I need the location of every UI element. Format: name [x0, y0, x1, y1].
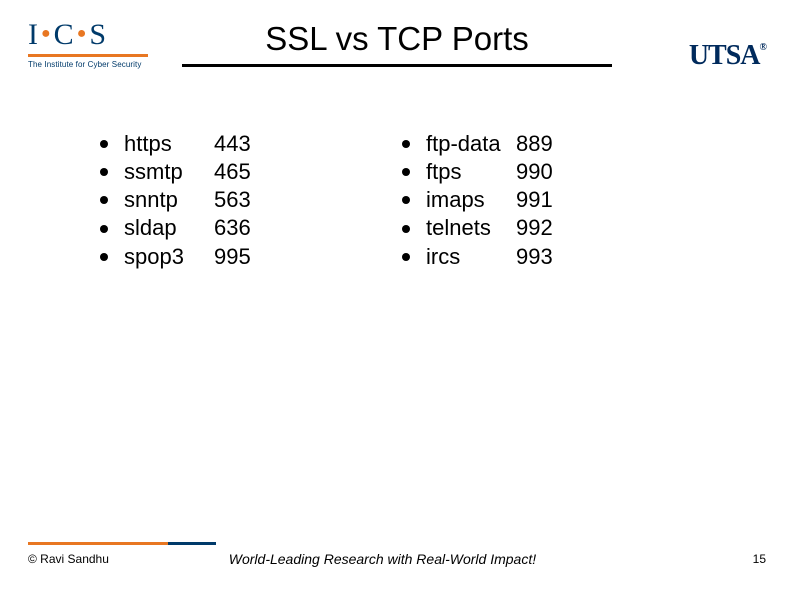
bullet-icon	[100, 225, 108, 233]
port-number: 991	[516, 186, 576, 214]
ics-letter-s: S	[89, 18, 107, 51]
slide-footer: © Ravi Sandhu World-Leading Research wit…	[0, 542, 794, 567]
footer-rule	[28, 542, 766, 545]
utsa-logo: UTSA®	[636, 18, 766, 72]
ics-letter-c: C	[54, 18, 75, 51]
trademark-icon: ®	[760, 42, 766, 53]
footer-line: © Ravi Sandhu World-Leading Research wit…	[28, 551, 766, 567]
protocol-name: ircs	[426, 243, 516, 271]
protocol-name: ftp-data	[426, 130, 516, 158]
port-number: 992	[516, 214, 576, 242]
right-column: ftp-data889ftps990imaps991telnets992ircs…	[402, 130, 704, 271]
protocol-name: ssmtp	[124, 158, 214, 186]
protocol-name: snntp	[124, 186, 214, 214]
protocol-name: ftps	[426, 158, 516, 186]
slide-content: https443ssmtp465snntp563sldap636spop3995…	[0, 130, 794, 271]
footer-rule-orange	[28, 542, 168, 545]
ics-dot-icon: ●	[39, 25, 54, 42]
port-number: 995	[214, 243, 274, 271]
list-item: ssmtp465	[100, 158, 402, 186]
list-item: sldap636	[100, 214, 402, 242]
port-number: 465	[214, 158, 274, 186]
title-underline	[182, 64, 612, 67]
bullet-icon	[402, 253, 410, 261]
port-number: 993	[516, 243, 576, 271]
list-item: imaps991	[402, 186, 704, 214]
footer-tagline: World-Leading Research with Real-World I…	[29, 551, 736, 567]
ics-logo-rule	[28, 54, 148, 57]
left-column: https443ssmtp465snntp563sldap636spop3995	[100, 130, 402, 271]
bullet-icon	[100, 196, 108, 204]
bullet-icon	[402, 196, 410, 204]
ics-logo-letters: I●C●S	[28, 20, 158, 50]
bullet-icon	[402, 140, 410, 148]
bullet-icon	[100, 253, 108, 261]
ics-logo: I●C●S The Institute for Cyber Security	[28, 20, 158, 69]
list-item: spop3995	[100, 243, 402, 271]
bullet-icon	[100, 140, 108, 148]
port-number: 563	[214, 186, 274, 214]
list-item: ircs993	[402, 243, 704, 271]
protocol-name: telnets	[426, 214, 516, 242]
port-number: 443	[214, 130, 274, 158]
ics-dot-icon: ●	[75, 25, 90, 42]
title-area: SSL vs TCP Ports	[158, 18, 636, 67]
protocol-name: imaps	[426, 186, 516, 214]
bullet-icon	[402, 225, 410, 233]
page-number: 15	[736, 552, 766, 566]
list-item: https443	[100, 130, 402, 158]
slide-header: I●C●S The Institute for Cyber Security S…	[0, 0, 794, 72]
port-number: 889	[516, 130, 576, 158]
port-number: 990	[516, 158, 576, 186]
ics-logo-subtitle: The Institute for Cyber Security	[28, 60, 158, 69]
slide-title: SSL vs TCP Ports	[158, 20, 636, 58]
utsa-logo-text: UTSA®	[689, 40, 766, 71]
port-number: 636	[214, 214, 274, 242]
list-item: ftps990	[402, 158, 704, 186]
bullet-icon	[402, 168, 410, 176]
ics-letter-i: I	[28, 18, 39, 51]
list-item: telnets992	[402, 214, 704, 242]
list-item: snntp563	[100, 186, 402, 214]
protocol-name: https	[124, 130, 214, 158]
protocol-name: spop3	[124, 243, 214, 271]
protocol-name: sldap	[124, 214, 214, 242]
bullet-icon	[100, 168, 108, 176]
footer-rule-blue	[168, 542, 216, 545]
list-item: ftp-data889	[402, 130, 704, 158]
